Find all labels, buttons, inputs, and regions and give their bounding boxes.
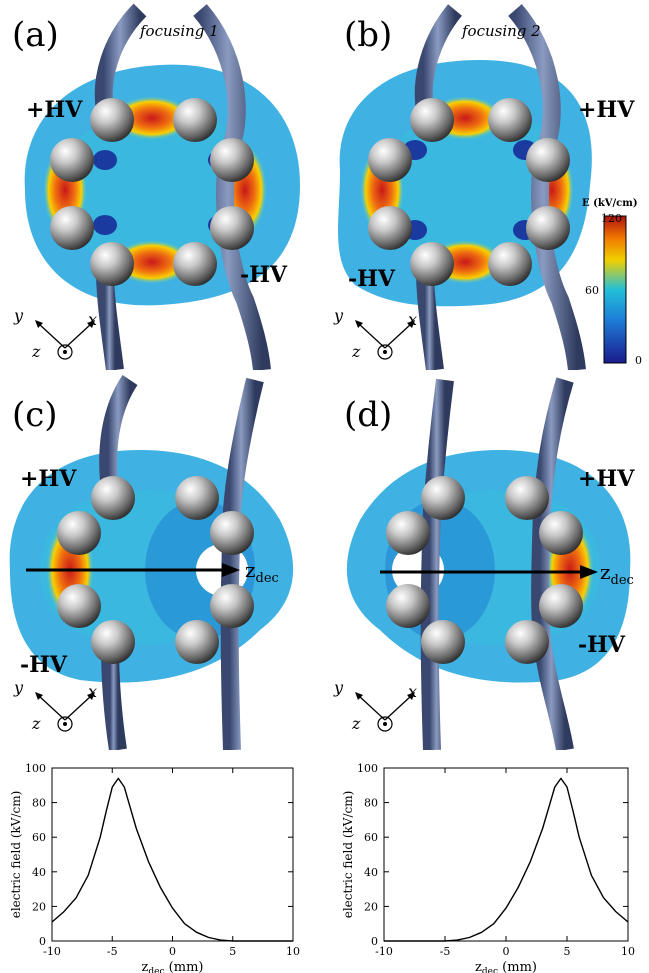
series-line	[384, 777, 629, 942]
y-tick-label: 60	[364, 831, 378, 844]
y-tick-label: 100	[357, 762, 378, 775]
colorbar-tick-60: 60	[585, 284, 599, 297]
axis-z-a: z	[32, 342, 41, 361]
y-tick-label: 20	[32, 900, 46, 913]
field-map-a	[24, 3, 301, 370]
x-tick-label: 5	[229, 945, 236, 958]
hv-plus-b: +HV	[578, 97, 635, 123]
axis-x-d: x	[408, 682, 418, 701]
hv-minus-c: -HV	[20, 652, 67, 678]
y-tick-label: 40	[364, 866, 378, 879]
hv-minus-a: -HV	[240, 262, 287, 288]
x-tick-label: -5	[107, 945, 118, 958]
plot-frame	[383, 767, 629, 942]
axis-z-c: z	[32, 714, 41, 733]
x-axis-label: zdec (mm)	[142, 960, 204, 973]
colorbar-tick-0: 0	[635, 354, 642, 367]
y-tick-label: 100	[25, 762, 46, 775]
colorbar-tick-120: 120	[601, 212, 622, 225]
y-tick-label: 80	[364, 797, 378, 810]
hv-plus-c: +HV	[20, 466, 77, 492]
x-tick-label: 0	[503, 945, 510, 958]
axes-glyph-b	[355, 320, 415, 360]
zdec-main-d: z	[600, 560, 611, 584]
zdec-sub-c: dec	[255, 571, 279, 586]
axis-y-d: y	[334, 678, 344, 697]
x-tick-label: -5	[440, 945, 451, 958]
axis-y-b: y	[334, 306, 344, 325]
colorbar	[603, 215, 627, 364]
y-tick-label: 0	[371, 935, 378, 948]
x-tick-label: 10	[286, 945, 300, 958]
colorbar-title: E (kV/cm)	[582, 198, 638, 209]
panel-d: (d) +HV -HV zdec y x z	[320, 370, 649, 750]
panel-b: (b) focusing 2 +HV -HV y x z E (kV/cm) 1…	[320, 0, 649, 370]
axes-glyph-d	[355, 692, 415, 732]
axis-z-b: z	[352, 342, 361, 361]
focusing-label-b: focusing 2	[462, 22, 541, 40]
zdec-sub-d: dec	[610, 573, 634, 588]
axis-z-d: z	[352, 714, 361, 733]
y-axis-label: electric field (kV/cm)	[9, 791, 23, 919]
axis-x-a: x	[88, 310, 98, 329]
y-tick-label: 60	[32, 831, 46, 844]
x-axis-label: zdec (mm)	[475, 960, 537, 973]
x-tick-label: -10	[375, 945, 393, 958]
axis-x-c: x	[88, 682, 98, 701]
axes-glyph-c	[35, 692, 95, 732]
axes-glyph-a	[35, 320, 95, 360]
zdec-main-c: z	[245, 558, 256, 582]
x-tick-label: 10	[621, 945, 635, 958]
x-tick-label: 5	[564, 945, 571, 958]
hv-minus-b: -HV	[348, 266, 395, 292]
x-tick-label: -10	[43, 945, 61, 958]
axis-y-c: y	[14, 678, 24, 697]
x-tick-label: 0	[169, 945, 176, 958]
hv-plus-a: +HV	[26, 97, 83, 123]
panel-c: (c) +HV -HV zdec y x z	[0, 370, 320, 750]
field-map-d	[346, 377, 631, 750]
y-tick-label: 20	[364, 900, 378, 913]
panel-a: (a) focusing 1 +HV -HV y x z	[0, 0, 320, 370]
field-map-b	[338, 4, 592, 370]
hv-plus-d: +HV	[578, 466, 635, 492]
zdec-label-d: zdec	[600, 560, 634, 588]
series-line	[51, 777, 293, 942]
focusing-label-a: focusing 1	[140, 22, 219, 40]
panel-label-c: (c)	[12, 395, 58, 435]
zdec-label-c: zdec	[245, 558, 279, 586]
axis-x-b: x	[408, 310, 418, 329]
y-tick-label: 80	[32, 797, 46, 810]
y-tick-label: 40	[32, 866, 46, 879]
axis-y-a: y	[14, 306, 24, 325]
panel-label-a: (a)	[12, 15, 59, 55]
plot-frame	[51, 767, 294, 942]
panel-label-b: (b)	[344, 15, 393, 55]
y-tick-label: 0	[39, 935, 46, 948]
field-map-c	[9, 375, 294, 750]
hv-minus-d: -HV	[578, 632, 625, 658]
panel-label-d: (d)	[344, 395, 393, 435]
y-axis-label: electric field (kV/cm)	[341, 791, 355, 919]
